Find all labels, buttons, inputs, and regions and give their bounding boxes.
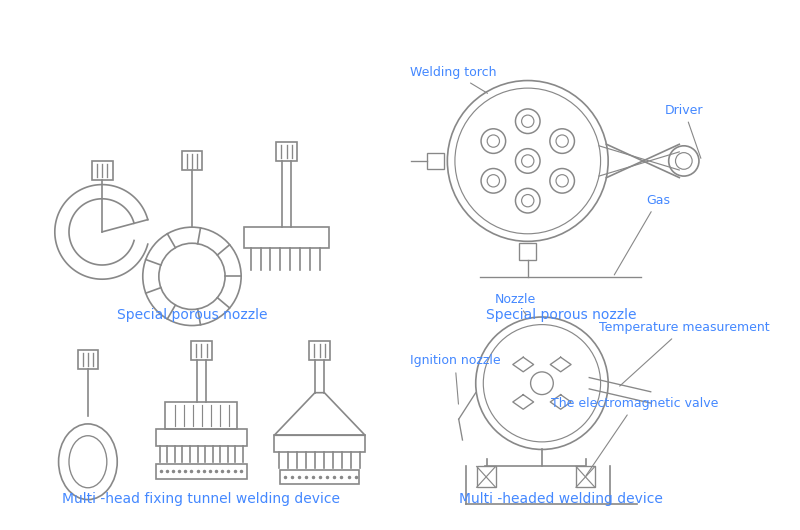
Text: Gas: Gas — [614, 193, 670, 275]
Text: Nozzle: Nozzle — [494, 293, 536, 315]
Bar — [576, 466, 595, 487]
Bar — [244, 227, 329, 248]
Bar — [166, 402, 238, 429]
Text: Welding torch: Welding torch — [410, 66, 496, 93]
Text: Special porous nozzle: Special porous nozzle — [117, 307, 267, 322]
Bar — [182, 152, 202, 171]
Bar — [92, 161, 113, 180]
Text: Multi -headed welding device: Multi -headed welding device — [459, 492, 662, 506]
Bar — [274, 435, 365, 452]
Text: Special porous nozzle: Special porous nozzle — [486, 307, 636, 322]
Text: The electromagnetic valve: The electromagnetic valve — [551, 397, 718, 475]
Text: Temperature measurement: Temperature measurement — [598, 321, 770, 386]
Bar — [310, 341, 330, 359]
Bar — [78, 350, 98, 369]
Text: Driver: Driver — [665, 104, 703, 158]
Bar — [519, 243, 536, 260]
Bar — [156, 464, 247, 479]
Bar — [191, 341, 212, 359]
Text: Multi -head fixing tunnel welding device: Multi -head fixing tunnel welding device — [62, 492, 341, 506]
Bar — [477, 466, 495, 487]
Bar — [280, 470, 359, 484]
Bar — [156, 429, 247, 446]
Bar — [426, 153, 443, 169]
Text: Ignition nozzle: Ignition nozzle — [410, 355, 500, 404]
Bar — [276, 142, 297, 161]
